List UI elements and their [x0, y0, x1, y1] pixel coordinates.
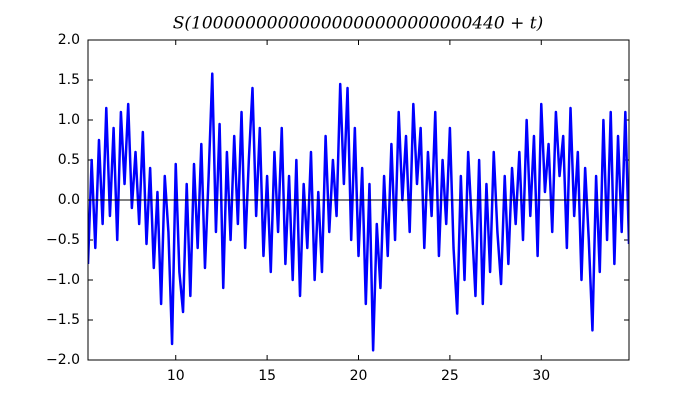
x-tick-label: 30	[532, 368, 550, 384]
y-tick-label: −1.5	[46, 312, 80, 328]
y-tick-label: 1.0	[58, 112, 80, 128]
data-line	[88, 72, 629, 352]
y-tick-label: 1.5	[58, 72, 80, 88]
y-tick-label: 0.5	[58, 152, 80, 168]
x-tick-label: 25	[441, 368, 459, 384]
y-tick-label: −0.5	[46, 232, 80, 248]
x-tick-label: 10	[167, 368, 185, 384]
plot-frame	[87, 39, 630, 361]
y-tick-label: 0.0	[58, 192, 80, 208]
chart-title: S(10000000000000000000000000440 + t)	[173, 14, 543, 34]
y-tick-label: −1.0	[46, 272, 80, 288]
x-tick-label: 15	[258, 368, 276, 384]
x-tick-label: 20	[350, 368, 368, 384]
y-tick-label: −2.0	[46, 352, 80, 368]
y-tick-label: 2.0	[58, 32, 80, 48]
